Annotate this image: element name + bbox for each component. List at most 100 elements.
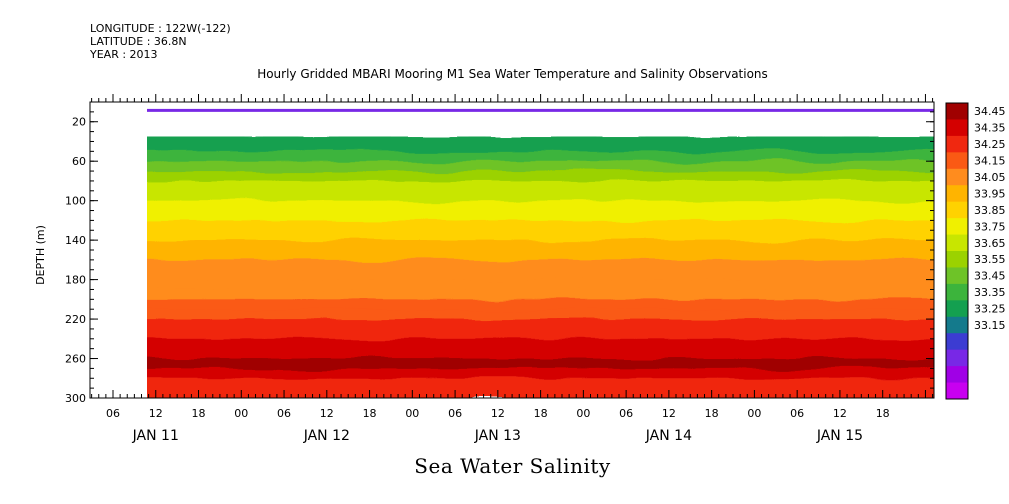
y-tick-label: 220 [65, 313, 86, 326]
salinity-band [147, 180, 934, 192]
salinity-band [147, 259, 934, 271]
x-day-label: JAN 15 [816, 428, 863, 444]
colorbar-swatch [946, 267, 968, 285]
salinity-band [147, 220, 934, 232]
colorbar-label: 33.45 [974, 270, 1006, 283]
header-info: LONGITUDE : 122W(-122) LATITUDE : 36.8N … [90, 22, 231, 61]
x-hour-label: 12 [149, 407, 163, 420]
x-hour-label: 12 [833, 407, 847, 420]
x-hour-label: 06 [790, 407, 804, 420]
y-tick-label: 100 [65, 195, 86, 208]
x-hour-label: 00 [405, 407, 419, 420]
salinity-band [147, 289, 934, 301]
x-hour-label: 06 [448, 407, 462, 420]
y-tick-label: 140 [65, 234, 86, 247]
colorbar-swatch [946, 135, 968, 153]
colorbar-swatch [946, 283, 968, 301]
x-hour-label: 18 [534, 407, 548, 420]
colorbar-label: 33.75 [974, 220, 1006, 233]
y-axis-label: DEPTH (m) [34, 225, 47, 285]
colorbar-swatch [946, 251, 968, 268]
x-hour-label: 12 [491, 407, 505, 420]
colorbar-swatch [946, 119, 968, 137]
colorbar: 34.45 34.35 34.25 34.15 34.05 33.95 33.85 33.75… [945, 102, 1006, 400]
x-axis: 06 12 18 00 06 12 18 00 06 12 18 00 06 12 18 00 06 12 18 JA… [91, 94, 934, 444]
salinity-band [147, 269, 934, 281]
x-hour-label: 12 [662, 407, 676, 420]
colorbar-swatch [946, 103, 968, 120]
colorbar-swatch [946, 349, 968, 367]
salinity-band [147, 141, 934, 153]
x-hour-label: 12 [320, 407, 334, 420]
salinity-band [147, 319, 934, 330]
salinity-band [147, 161, 934, 173]
salinity-band [147, 210, 934, 222]
x-hour-label: 18 [192, 407, 206, 420]
x-hour-label: 18 [363, 407, 377, 420]
salinity-band [147, 190, 934, 202]
salinity-band [147, 338, 934, 350]
y-tick-label: 60 [72, 155, 86, 168]
colorbar-label: 33.85 [974, 204, 1006, 217]
chart-footer-label: Sea Water Salinity [414, 454, 611, 478]
colorbar-label: 33.65 [974, 237, 1006, 250]
colorbar-label: 34.45 [974, 105, 1006, 118]
year-label: YEAR : 2013 [90, 48, 158, 61]
x-hour-label: 18 [876, 407, 890, 420]
colorbar-label: 34.25 [974, 138, 1006, 151]
salinity-band [147, 309, 934, 321]
latitude-label: LATITUDE : 36.8N [90, 35, 187, 48]
x-day-label: JAN 14 [645, 428, 692, 444]
salinity-band [147, 299, 934, 311]
salinity-band [147, 348, 934, 360]
y-tick-label: 20 [72, 116, 86, 129]
longitude-label: LONGITUDE : 122W(-122) [90, 22, 231, 35]
colorbar-swatch [946, 234, 968, 252]
salinity-band [147, 151, 934, 163]
x-hour-label: 18 [705, 407, 719, 420]
y-axis: 20 60 100 140 180 220 260 300 [65, 101, 934, 405]
salinity-band [147, 328, 934, 340]
colorbar-swatch [946, 382, 968, 400]
x-hour-label: 06 [106, 407, 120, 420]
x-hour-label: 00 [234, 407, 248, 420]
y-tick-label: 180 [65, 274, 86, 287]
y-tick-label: 260 [65, 353, 86, 366]
salinity-band [147, 240, 934, 251]
salinity-band [147, 378, 934, 390]
chart-title: Hourly Gridded MBARI Mooring M1 Sea Wate… [257, 67, 768, 81]
colorbar-label: 33.55 [974, 253, 1006, 266]
colorbar-swatch [946, 201, 968, 219]
colorbar-swatch [946, 185, 968, 203]
salinity-band [147, 136, 934, 143]
x-day-label: JAN 11 [132, 428, 179, 444]
y-tick-label: 300 [65, 392, 86, 405]
colorbar-swatch [946, 152, 968, 170]
colorbar-swatch [946, 218, 968, 236]
salinity-band [147, 279, 934, 291]
x-hour-label: 00 [747, 407, 761, 420]
salinity-band [147, 230, 934, 242]
salinity-field [147, 108, 934, 398]
colorbar-label: 34.35 [974, 122, 1006, 135]
x-day-label: JAN 12 [303, 428, 350, 444]
colorbar-label: 34.15 [974, 155, 1006, 168]
x-day-label: JAN 13 [474, 428, 521, 444]
colorbar-frame [945, 102, 969, 400]
colorbar-label: 33.25 [974, 303, 1006, 316]
colorbar-swatch [946, 168, 968, 186]
surface-salinity-band [147, 108, 934, 112]
salinity-band [147, 200, 934, 212]
colorbar-label: 33.35 [974, 286, 1006, 299]
colorbar-label: 33.95 [974, 187, 1006, 200]
colorbar-label: 34.05 [974, 171, 1006, 184]
salinity-band [147, 358, 934, 370]
colorbar-swatch [946, 316, 968, 334]
colorbar-swatch [946, 366, 968, 384]
colorbar-label: 33.15 [974, 319, 1006, 332]
colorbar-swatch [946, 300, 968, 318]
salinity-band [147, 250, 934, 261]
x-hour-label: 06 [277, 407, 291, 420]
colorbar-swatch [946, 333, 968, 351]
